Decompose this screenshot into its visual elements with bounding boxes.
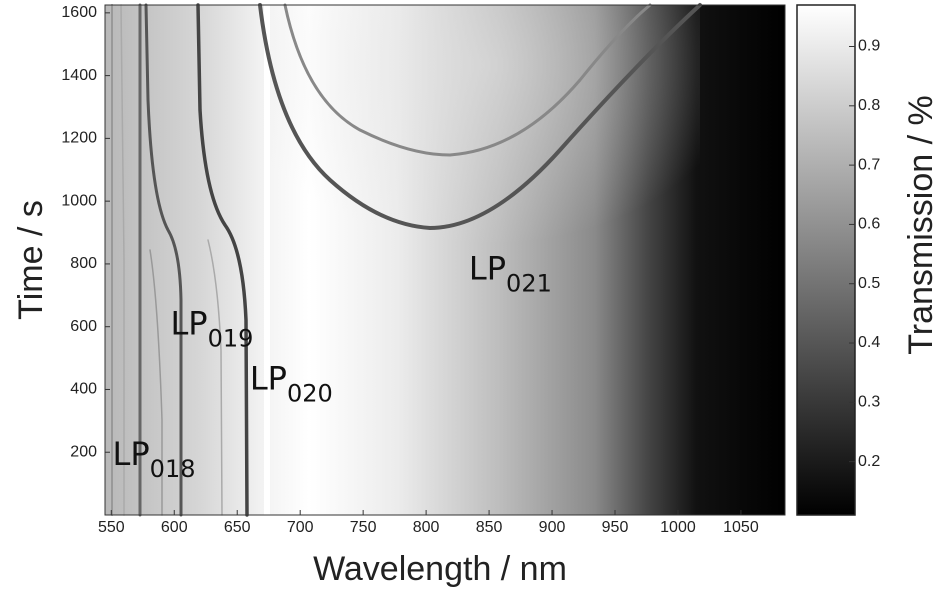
plot-frame bbox=[104, 4, 786, 516]
annotation: LP021 bbox=[469, 250, 552, 298]
y-tick-label: 800 bbox=[70, 255, 97, 272]
annotation-subscript: 018 bbox=[150, 455, 196, 483]
x-tick-label: 950 bbox=[602, 519, 629, 536]
colorbar-tick-label: 0.9 bbox=[858, 38, 880, 55]
y-tick-label: 1400 bbox=[61, 67, 97, 84]
y-tick-label: 400 bbox=[70, 381, 97, 398]
annotation-subscript: 020 bbox=[287, 379, 333, 407]
x-tick-label: 600 bbox=[161, 519, 188, 536]
annotation-label: LP bbox=[113, 435, 150, 473]
mode-curves bbox=[111, 3, 702, 517]
colorbar bbox=[796, 4, 856, 516]
annotation-subscript: 021 bbox=[506, 270, 552, 298]
y-tick-label: 600 bbox=[70, 318, 97, 335]
x-tick-label: 900 bbox=[539, 519, 566, 536]
annotation-label: LP bbox=[170, 305, 207, 343]
colorbar-tick-label: 0.7 bbox=[858, 156, 880, 173]
x-tick-label: 1000 bbox=[660, 519, 696, 536]
annotation-subscript: 019 bbox=[208, 325, 254, 353]
colorbar-tick-label: 0.4 bbox=[858, 334, 880, 351]
colorbar-tick-label: 0.6 bbox=[858, 216, 880, 233]
heatmap-streak bbox=[264, 5, 270, 515]
x-tick-label: 800 bbox=[413, 519, 440, 536]
y-tick-label: 200 bbox=[70, 443, 97, 460]
heatmap bbox=[104, 3, 786, 517]
y-tick-label: 1200 bbox=[61, 130, 97, 147]
colorbar-tick-label: 0.3 bbox=[858, 394, 880, 411]
y-tick-label: 1000 bbox=[61, 192, 97, 209]
colorbar-tick-label: 0.8 bbox=[858, 97, 880, 114]
heatmap-shading bbox=[270, 5, 700, 305]
x-tick-label: 850 bbox=[476, 519, 503, 536]
annotation-label: LP bbox=[250, 359, 287, 397]
x-tick-label: 1050 bbox=[723, 519, 759, 536]
annotation: LP020 bbox=[250, 359, 333, 407]
y-axis-title: Time / s bbox=[12, 200, 50, 320]
colorbar-title: Transmission / % bbox=[902, 95, 940, 354]
annotation: LP018 bbox=[113, 435, 196, 483]
y-tick-label: 1600 bbox=[61, 4, 97, 21]
annotation-label: LP bbox=[469, 250, 506, 288]
colorbar-tick-label: 0.2 bbox=[858, 453, 880, 470]
annotation: LP019 bbox=[170, 305, 253, 353]
x-tick-label: 700 bbox=[287, 519, 314, 536]
colorbar-tick-label: 0.5 bbox=[858, 275, 880, 292]
x-tick-label: 650 bbox=[224, 519, 251, 536]
colorbar-gradient bbox=[796, 4, 856, 516]
x-tick-label: 550 bbox=[98, 519, 125, 536]
x-axis-title: Wavelength / nm bbox=[313, 550, 567, 588]
x-tick-label: 750 bbox=[350, 519, 377, 536]
